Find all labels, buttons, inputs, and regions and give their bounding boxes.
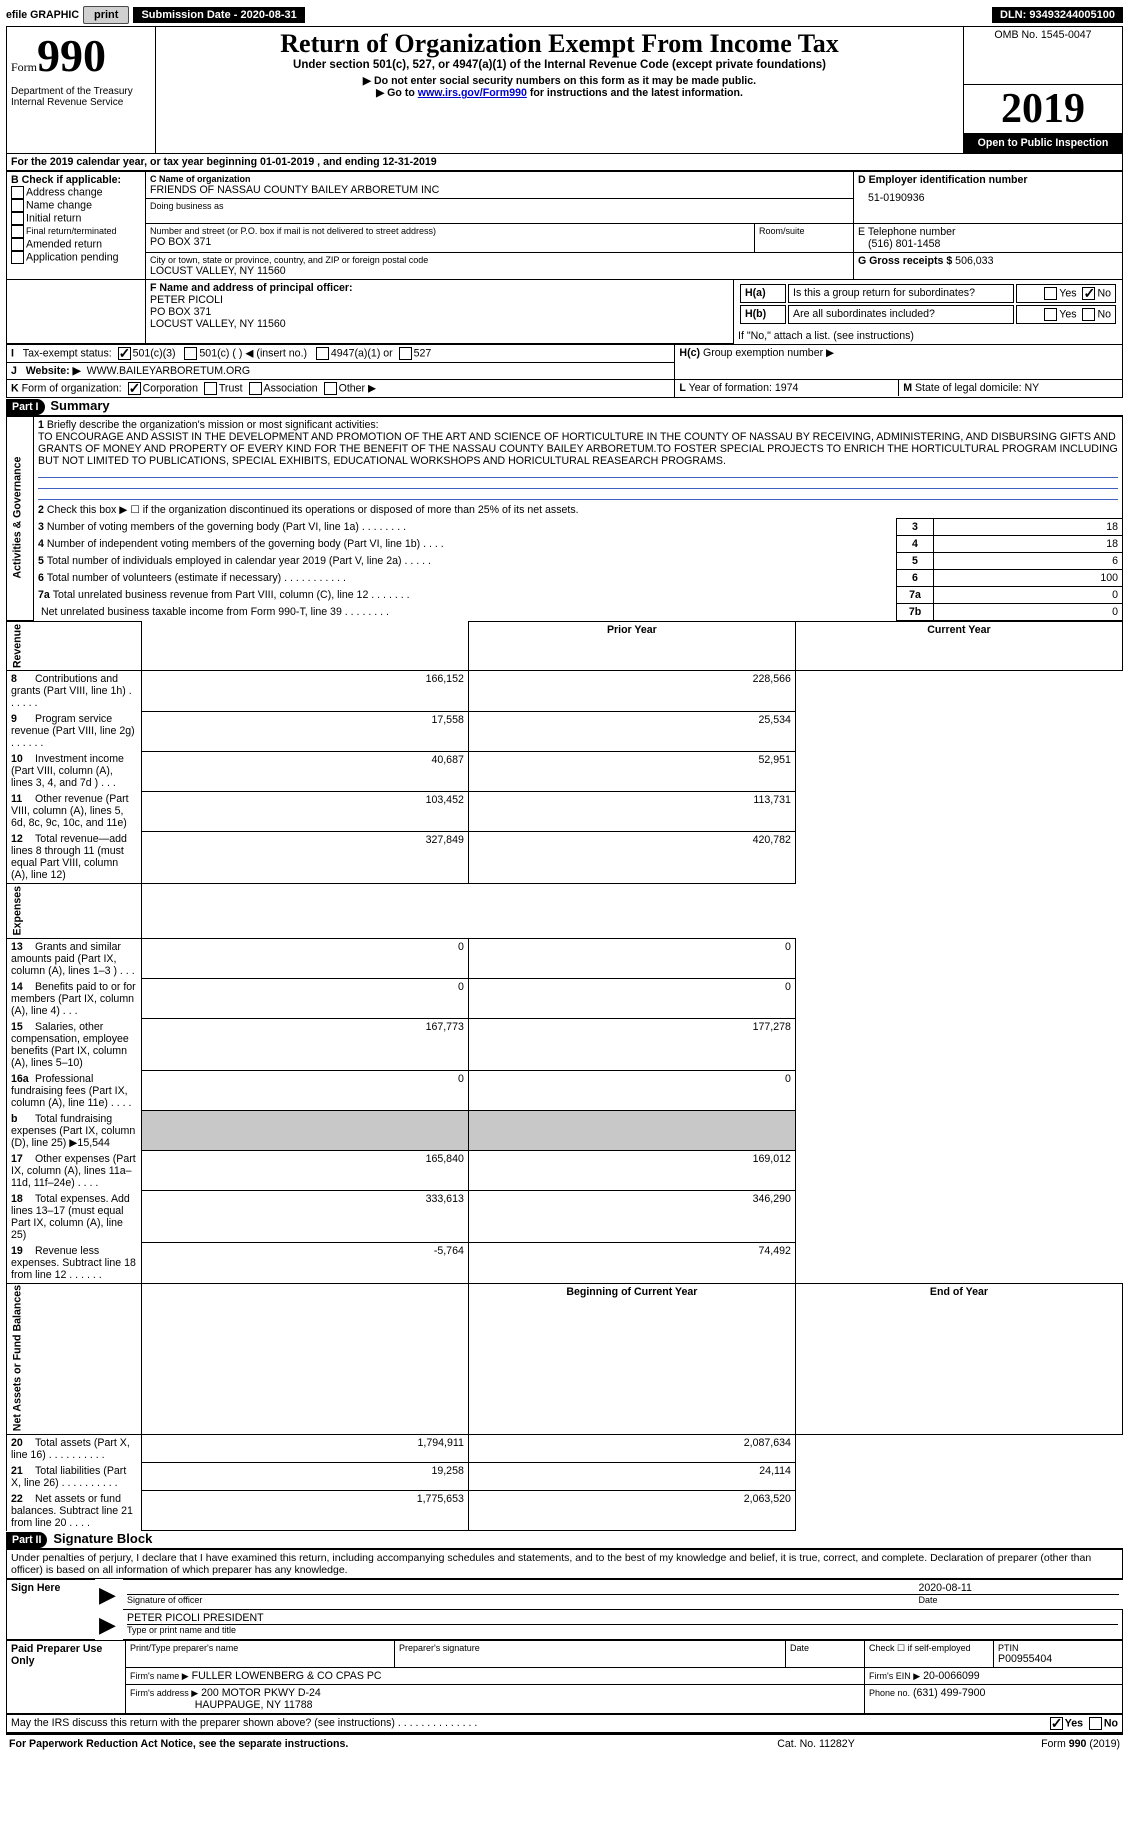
opt-name: Name change [11,199,141,212]
part1-title: Summary [50,398,109,413]
box-k-label: Form of organization: [22,382,122,394]
page-footer: For Paperwork Reduction Act Notice, see … [6,1733,1123,1753]
officer-label: Type or print name and title [127,1625,1118,1635]
footer-left: For Paperwork Reduction Act Notice, see … [8,1737,713,1751]
penalty-text: Under penalties of perjury, I declare th… [6,1548,1123,1579]
part2-tag: Part II [6,1532,47,1548]
box-g-label: G Gross receipts $ [858,255,952,267]
irs-link[interactable]: www.irs.gov/Form990 [418,87,527,99]
sign-here: Sign Here [7,1580,96,1640]
box-j-label: Website: ▶ [26,365,81,377]
l1-label: Briefly describe the organization's miss… [47,419,379,431]
form-subtitle: Under section 501(c), 527, or 4947(a)(1)… [160,59,959,71]
discuss-row: May the IRS discuss this return with the… [6,1714,1123,1733]
street-label: Number and street (or P.O. box if mail i… [150,226,750,236]
fh-grid: F Name and address of principal officer:… [6,280,1123,345]
signature-block: Sign Here ▶ 2020-08-11 Signature of offi… [6,1579,1123,1640]
col-begin: Beginning of Current Year [468,1283,795,1434]
sig-date: 2020-08-11 [919,1582,1119,1594]
footer-right: Form 990 (2019) [919,1737,1121,1751]
preparer-block: Paid Preparer Use Only Print/Type prepar… [6,1640,1123,1714]
sig-label: Signature of officer [127,1595,919,1605]
form-number: Form990 [11,29,151,82]
officer-addr2: LOCUST VALLEY, NY 11560 [150,318,729,330]
dln-label: DLN: 93493244005100 [992,7,1123,23]
omb-number: OMB No. 1545-0047 [964,27,1123,85]
box-i-label: Tax-exempt status: [23,347,112,359]
ha-text: Is this a group return for subordinates? [788,284,1014,303]
gross-receipts: 506,033 [955,255,993,267]
date-label: Date [919,1595,1119,1605]
city-label: City or town, state or province, country… [150,255,849,265]
paid-preparer: Paid Preparer Use Only [7,1641,126,1714]
part1-financials: Revenue Prior Year Current Year 8Contrib… [6,621,1123,1531]
col-end: End of Year [795,1283,1122,1434]
part2-header: Part II Signature Block [6,1531,1123,1548]
side-expenses: Expenses [7,884,142,938]
side-governance: Activities & Governance [7,416,34,621]
inspection-banner: Open to Public Inspection [964,133,1122,153]
l1-text: TO ENCOURAGE AND ASSIST IN THE DEVELOPME… [38,431,1118,467]
top-toolbar: efile GRAPHIC print Submission Date - 20… [6,6,1123,24]
form-title: Return of Organization Exempt From Incom… [160,29,959,59]
city-value: LOCUST VALLEY, NY 11560 [150,265,849,277]
ijk-grid: I Tax-exempt status: 501(c)(3) 501(c) ( … [6,344,1123,398]
box-e-label: E Telephone number [858,226,1118,238]
website-value: WWW.BAILEYARBORETUM.ORG [87,365,250,377]
period-row: For the 2019 calendar year, or tax year … [6,154,1123,171]
side-netassets: Net Assets or Fund Balances [7,1283,142,1434]
ein-value: 51-0190936 [858,186,1118,204]
h-note: If "No," attach a list. (see instruction… [734,328,1123,344]
form-990-page: efile GRAPHIC print Submission Date - 20… [0,0,1129,1759]
col-prior: Prior Year [468,622,795,671]
box-d-label: D Employer identification number [858,174,1118,186]
note-link: ▶ Go to www.irs.gov/Form990 for instruct… [160,87,959,99]
part1-tag: Part I [6,399,45,415]
part1-header: Part I Summary [6,398,1123,415]
print-button[interactable]: print [83,6,129,24]
submission-date: Submission Date - 2020-08-31 [133,7,304,23]
dba-label: Doing business as [150,201,849,211]
street-value: PO BOX 371 [150,236,750,248]
hc-text: Group exemption number ▶ [703,347,834,359]
officer-addr1: PO BOX 371 [150,306,729,318]
officer-name: PETER PICOLI [150,294,729,306]
l2: Check this box ▶ ☐ if the organization d… [47,504,579,516]
tax-year: 2019 [964,85,1122,133]
phone-value: (516) 801-1458 [858,238,1118,250]
discuss-text: May the IRS discuss this return with the… [11,1717,477,1729]
efile-label: efile GRAPHIC [6,9,79,21]
room-label: Room/suite [759,226,849,236]
info-grid: B Check if applicable: Address change Na… [6,171,1123,280]
col-current: Current Year [795,622,1122,671]
period-text: For the 2019 calendar year, or tax year … [7,154,1123,171]
opt-initial: Initial return [11,212,141,225]
side-revenue: Revenue [7,622,142,671]
note-ssn: ▶ Do not enter social security numbers o… [160,75,959,87]
part1-body: Activities & Governance 1 Briefly descri… [6,415,1123,621]
part2-title: Signature Block [53,1531,152,1546]
dept-label: Department of the Treasury Internal Reve… [7,84,156,153]
opt-final: Final return/terminated [11,225,141,238]
box-c-label: C Name of organization [150,174,849,184]
box-f-label: F Name and address of principal officer: [150,282,729,294]
opt-amended: Amended return [11,238,141,251]
header-table: Form990 Return of Organization Exempt Fr… [6,26,1123,154]
opt-pending: Application pending [11,251,141,264]
footer-mid: Cat. No. 11282Y [715,1737,917,1751]
officer-printed: PETER PICOLI PRESIDENT [127,1612,1118,1624]
box-b-title: B Check if applicable: [11,174,141,186]
org-name: FRIENDS OF NASSAU COUNTY BAILEY ARBORETU… [150,184,849,196]
hb-text: Are all subordinates included? [788,305,1014,324]
opt-address: Address change [11,186,141,199]
